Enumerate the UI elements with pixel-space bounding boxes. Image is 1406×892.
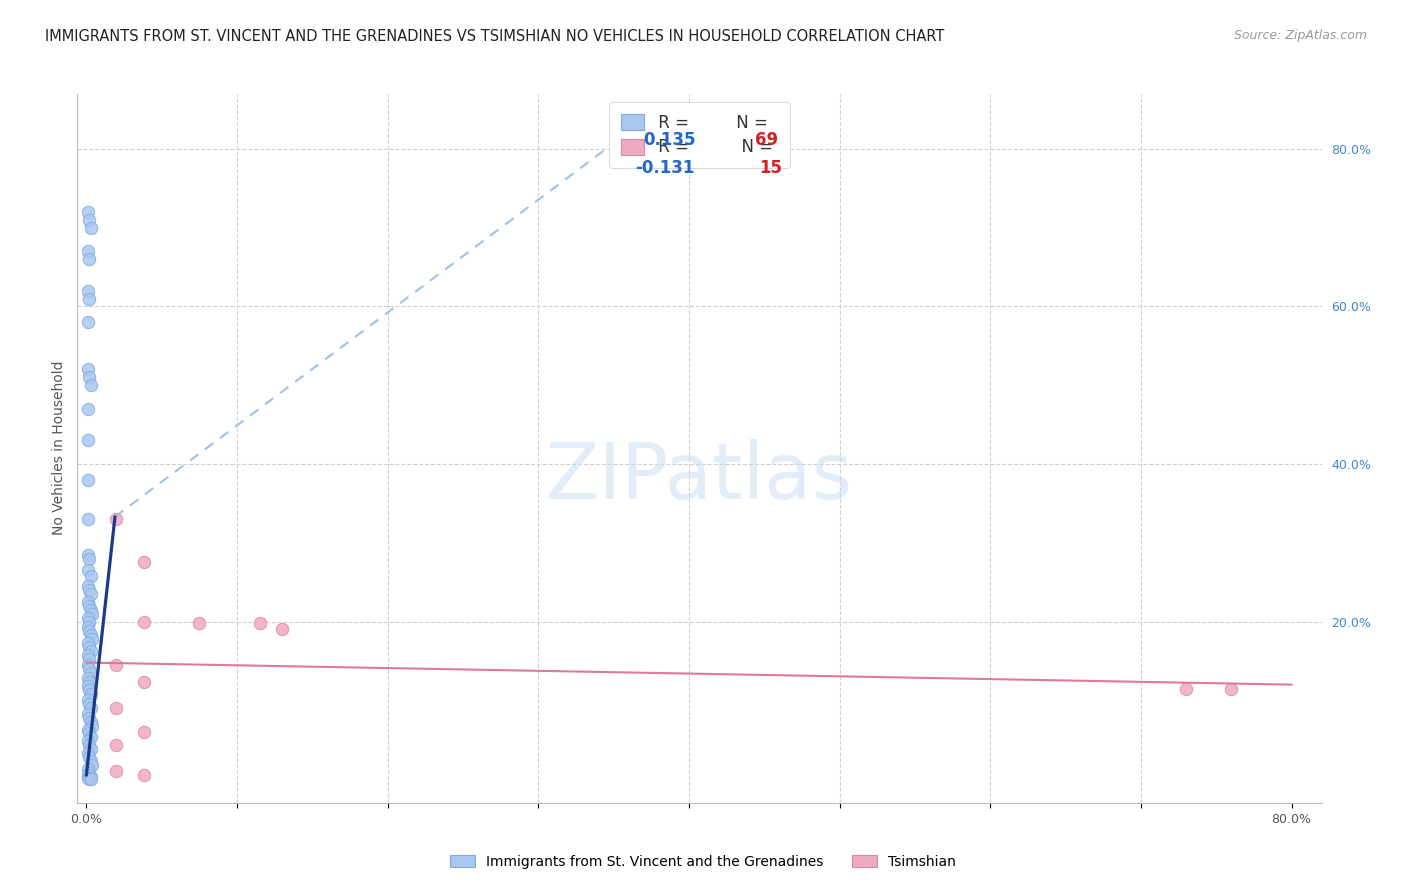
Point [79, 644, 101, 658]
Point [76, 362, 98, 376]
Point [77, 772, 100, 786]
Point [79, 731, 101, 745]
Point [76, 434, 98, 448]
Point [77, 675, 100, 690]
Point [82, 758, 104, 772]
Point [79, 665, 101, 680]
Point [77, 370, 100, 384]
Point [76, 693, 98, 707]
Point [105, 512, 128, 526]
Point [76, 401, 98, 416]
Point [76, 610, 98, 624]
Point [82, 607, 104, 621]
Point [77, 683, 100, 698]
Point [76, 762, 98, 776]
Point [79, 701, 101, 715]
Point [105, 764, 128, 779]
Point [76, 244, 98, 259]
Point [79, 742, 101, 756]
Point [77, 615, 100, 629]
Point [76, 706, 98, 721]
Point [77, 292, 100, 306]
Point [77, 624, 100, 638]
Point [77, 599, 100, 613]
Point [79, 587, 101, 601]
Point [79, 220, 101, 235]
Point [249, 616, 271, 631]
Text: 69: 69 [755, 131, 779, 149]
Point [76, 473, 98, 487]
Point [76, 746, 98, 760]
Point [77, 583, 100, 598]
Point [132, 768, 155, 782]
Point [132, 675, 155, 690]
Point [79, 714, 101, 729]
Text: -0.131: -0.131 [634, 159, 695, 178]
Point [79, 770, 101, 784]
Point [76, 563, 98, 577]
Point [77, 765, 100, 780]
Point [76, 512, 98, 526]
Legend: Immigrants from St. Vincent and the Grenadines, Tsimshian: Immigrants from St. Vincent and the Gren… [444, 849, 962, 874]
Point [76, 772, 98, 786]
Point [79, 628, 101, 642]
Point [77, 651, 100, 665]
Text: ZIPatlas: ZIPatlas [546, 439, 853, 515]
Point [76, 548, 98, 562]
Point [76, 636, 98, 650]
Point [76, 657, 98, 672]
Point [79, 772, 101, 787]
Text: 0.135: 0.135 [644, 131, 696, 149]
Point [77, 711, 100, 725]
Point [77, 739, 100, 753]
Point [77, 252, 100, 267]
Point [76, 315, 98, 329]
Point [76, 768, 98, 782]
Point [79, 754, 101, 768]
Point [76, 648, 98, 662]
Point [77, 212, 100, 227]
Point [77, 771, 100, 785]
Point [1175, 681, 1198, 696]
Point [132, 615, 155, 629]
Point [132, 724, 155, 739]
Point [76, 679, 98, 693]
Point [76, 671, 98, 685]
Point [77, 551, 100, 566]
Point [76, 595, 98, 609]
Point [82, 632, 104, 646]
Point [79, 569, 101, 583]
Point [188, 616, 211, 631]
Point [76, 284, 98, 298]
Text: 15: 15 [759, 159, 782, 178]
Point [77, 726, 100, 740]
Point [76, 205, 98, 219]
Point [79, 687, 101, 701]
Point [77, 698, 100, 712]
Point [132, 556, 155, 570]
Point [77, 662, 100, 676]
Point [82, 718, 104, 732]
Point [76, 579, 98, 593]
Y-axis label: No Vehicles in Household: No Vehicles in Household [52, 361, 66, 535]
Legend:  R =         N = ,  R =          N = : R = N = , R = N = [609, 102, 790, 168]
Point [105, 657, 128, 672]
Point [79, 603, 101, 617]
Point [1220, 681, 1243, 696]
Text: Source: ZipAtlas.com: Source: ZipAtlas.com [1233, 29, 1367, 42]
Point [76, 723, 98, 737]
Point [79, 378, 101, 392]
Point [105, 701, 128, 715]
Point [105, 739, 128, 753]
Point [76, 620, 98, 634]
Point [77, 750, 100, 764]
Point [76, 734, 98, 748]
Text: IMMIGRANTS FROM ST. VINCENT AND THE GRENADINES VS TSIMSHIAN NO VEHICLES IN HOUSE: IMMIGRANTS FROM ST. VINCENT AND THE GREN… [45, 29, 945, 44]
Point [77, 640, 100, 654]
Point [271, 623, 294, 637]
